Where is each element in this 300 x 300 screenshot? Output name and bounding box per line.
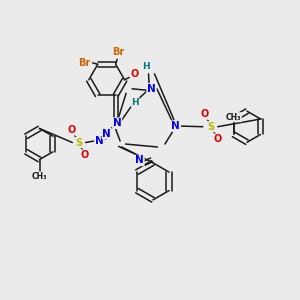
Text: CH₃: CH₃ bbox=[32, 172, 47, 182]
Text: H: H bbox=[142, 62, 149, 71]
Text: N: N bbox=[113, 118, 122, 128]
Text: N: N bbox=[147, 84, 156, 94]
Text: CH₃: CH₃ bbox=[226, 113, 242, 122]
Text: S: S bbox=[208, 122, 215, 132]
Text: O: O bbox=[200, 109, 209, 119]
Text: S: S bbox=[75, 137, 82, 148]
Text: N: N bbox=[135, 155, 144, 166]
Text: N: N bbox=[102, 129, 111, 139]
Text: O: O bbox=[81, 150, 89, 160]
Text: N: N bbox=[171, 121, 180, 131]
Text: O: O bbox=[214, 134, 222, 144]
Text: Br: Br bbox=[78, 58, 90, 68]
Text: O: O bbox=[67, 125, 76, 135]
Text: N: N bbox=[95, 136, 103, 146]
Text: H: H bbox=[131, 98, 139, 107]
Text: O: O bbox=[131, 69, 139, 79]
Text: Br: Br bbox=[112, 47, 125, 57]
